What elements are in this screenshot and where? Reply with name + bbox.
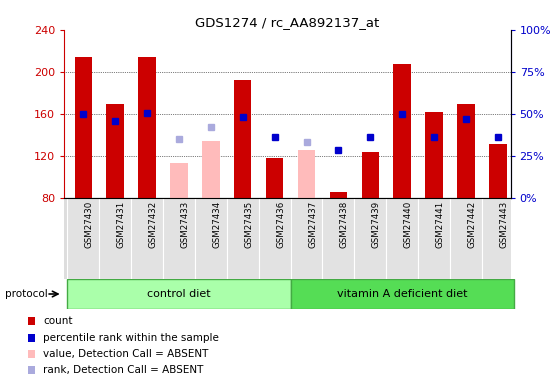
- Bar: [457, 104, 475, 198]
- Text: control diet: control diet: [147, 289, 211, 299]
- Bar: [28, 350, 35, 358]
- Text: GSM27436: GSM27436: [276, 200, 285, 248]
- Bar: [131, 198, 163, 279]
- Text: protocol: protocol: [5, 289, 47, 299]
- Bar: [425, 112, 443, 198]
- Bar: [163, 198, 195, 279]
- Text: percentile rank within the sample: percentile rank within the sample: [43, 333, 219, 343]
- Bar: [259, 198, 291, 279]
- Bar: [68, 279, 291, 309]
- Bar: [75, 57, 92, 198]
- Bar: [202, 141, 220, 198]
- Bar: [298, 150, 315, 198]
- Bar: [386, 198, 418, 279]
- Bar: [227, 198, 259, 279]
- Bar: [291, 279, 514, 309]
- Text: GSM27430: GSM27430: [85, 200, 94, 248]
- Bar: [68, 198, 99, 279]
- Text: GSM27439: GSM27439: [372, 200, 381, 248]
- Bar: [362, 152, 379, 198]
- Text: GSM27434: GSM27434: [213, 200, 222, 248]
- Bar: [234, 80, 252, 198]
- Text: vitamin A deficient diet: vitamin A deficient diet: [337, 289, 468, 299]
- Bar: [330, 192, 347, 198]
- Text: value, Detection Call = ABSENT: value, Detection Call = ABSENT: [43, 349, 208, 359]
- Bar: [28, 334, 35, 342]
- Text: GSM27443: GSM27443: [499, 200, 508, 248]
- Text: GSM27438: GSM27438: [340, 200, 349, 248]
- Bar: [489, 144, 507, 198]
- Bar: [107, 104, 124, 198]
- Text: GSM27437: GSM27437: [308, 200, 317, 248]
- Bar: [393, 64, 411, 198]
- Bar: [291, 198, 323, 279]
- Text: rank, Detection Call = ABSENT: rank, Detection Call = ABSENT: [43, 365, 203, 375]
- Text: GSM27441: GSM27441: [436, 200, 445, 248]
- Text: GSM27431: GSM27431: [117, 200, 126, 248]
- Text: count: count: [43, 316, 73, 326]
- Bar: [323, 198, 354, 279]
- Bar: [99, 198, 131, 279]
- Bar: [28, 317, 35, 325]
- Text: GSM27442: GSM27442: [468, 200, 477, 248]
- Text: GSM27435: GSM27435: [244, 200, 253, 248]
- Text: GSM27440: GSM27440: [404, 200, 413, 248]
- Bar: [195, 198, 227, 279]
- Text: GSM27432: GSM27432: [148, 200, 158, 248]
- Bar: [28, 366, 35, 374]
- Bar: [170, 164, 187, 198]
- Bar: [354, 198, 386, 279]
- Bar: [450, 198, 482, 279]
- Bar: [138, 57, 156, 198]
- Bar: [482, 198, 514, 279]
- Title: GDS1274 / rc_AA892137_at: GDS1274 / rc_AA892137_at: [195, 16, 379, 29]
- Text: GSM27433: GSM27433: [181, 200, 190, 248]
- Bar: [418, 198, 450, 279]
- Bar: [266, 158, 283, 198]
